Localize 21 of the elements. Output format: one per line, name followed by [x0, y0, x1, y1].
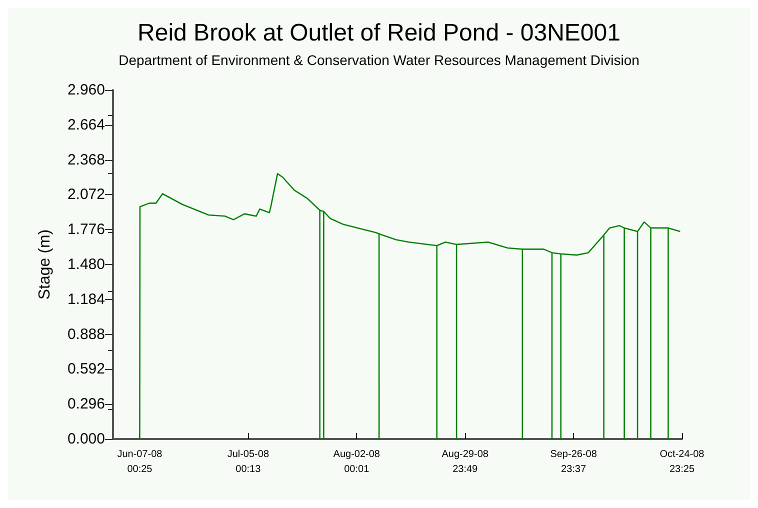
x-tick-label: Jun-07-08 00:25	[117, 449, 163, 475]
x-tick-label: Sep-26-08 23:37	[550, 449, 598, 475]
y-tick-label: 2.664	[67, 116, 105, 134]
line-series	[139, 173, 681, 440]
y-tick-label: 2.072	[67, 186, 105, 204]
y-tick-label: 2.368	[67, 151, 105, 168]
x-tick-label: Oct-24-08 23:25	[660, 449, 705, 475]
y-tick-label: 1.184	[67, 290, 105, 308]
x-tick-label: Aug-02-08 00:01	[333, 449, 380, 475]
y-tick-label: 2.960	[67, 82, 105, 98]
y-tick-label: 0.000	[67, 430, 105, 448]
y-axis-title: Stage (m)	[36, 229, 54, 300]
y-tick-label: 0.296	[67, 396, 105, 413]
y-tick-label: 1.480	[67, 256, 105, 273]
y-tick-label: 0.888	[67, 326, 105, 343]
chart-subtitle: Department of Environment & Conservation Water Resources Management Division	[118, 52, 640, 68]
x-tick-label: Jul-05-08 00:13	[227, 449, 270, 475]
chart-title: Reid Brook at Outlet of Reid Pond - 03NE001	[138, 20, 620, 46]
y-tick-label: 1.776	[67, 221, 105, 238]
x-tick-label: Aug-29-08 23:49	[442, 449, 489, 475]
y-tick-label: 0.592	[67, 360, 105, 378]
